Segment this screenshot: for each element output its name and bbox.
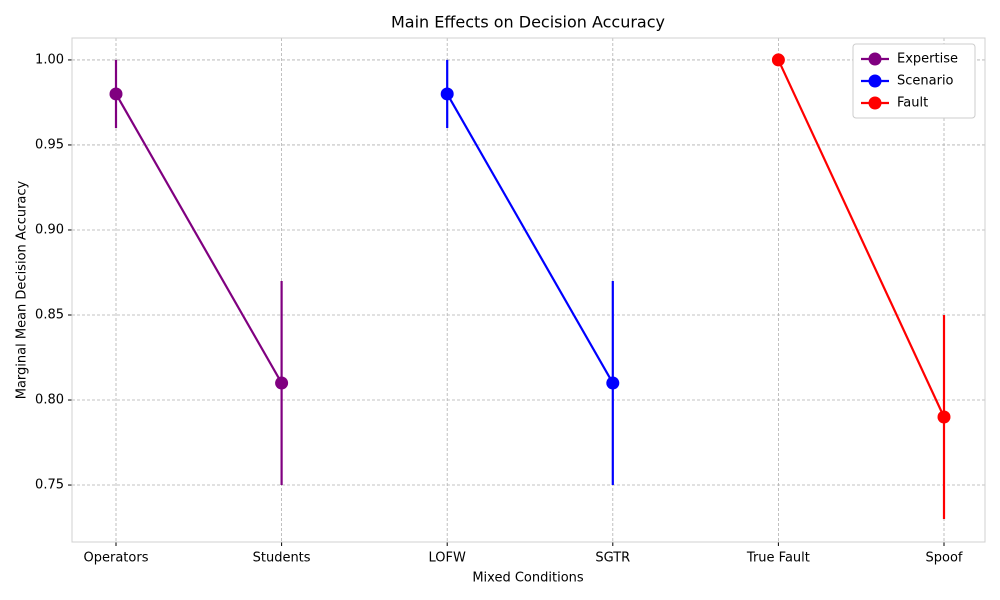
x-tick-label: Operators [84, 551, 149, 566]
plot-frame [71, 37, 986, 543]
legend-label: Fault [897, 96, 928, 111]
x-tick-label: True Fault [746, 551, 810, 566]
legend-label: Expertise [897, 52, 958, 67]
y-tick-label: 0.85 [35, 307, 64, 322]
marker [771, 53, 785, 67]
legend-marker [868, 96, 882, 110]
x-tick-label: LOFW [429, 551, 466, 566]
marker [275, 376, 289, 390]
marker [606, 376, 620, 390]
marker [937, 410, 951, 424]
x-tick-label: SGTR [595, 551, 630, 566]
series-line [446, 93, 614, 384]
legend-box [852, 43, 976, 119]
y-tick-label: 0.95 [35, 137, 64, 152]
marker [109, 87, 123, 101]
y-tick-label: 0.90 [35, 222, 64, 237]
x-tick-label: Spoof [926, 551, 963, 566]
legend-label: Scenario [897, 74, 954, 89]
y-tick-label: 1.00 [35, 52, 64, 67]
y-tick-label: 0.80 [35, 393, 64, 408]
marker [440, 87, 454, 101]
y-axis-label: Marginal Mean Decision Accuracy [15, 180, 30, 399]
x-axis-label: Mixed Conditions [472, 571, 584, 586]
series-line [115, 93, 283, 384]
chart-title: Main Effects on Decision Accuracy [391, 13, 665, 32]
x-tick-label: Students [253, 551, 311, 566]
legend-marker [868, 74, 882, 88]
legend-marker [868, 52, 882, 66]
series-line [777, 59, 945, 418]
y-tick-label: 0.75 [35, 478, 64, 493]
